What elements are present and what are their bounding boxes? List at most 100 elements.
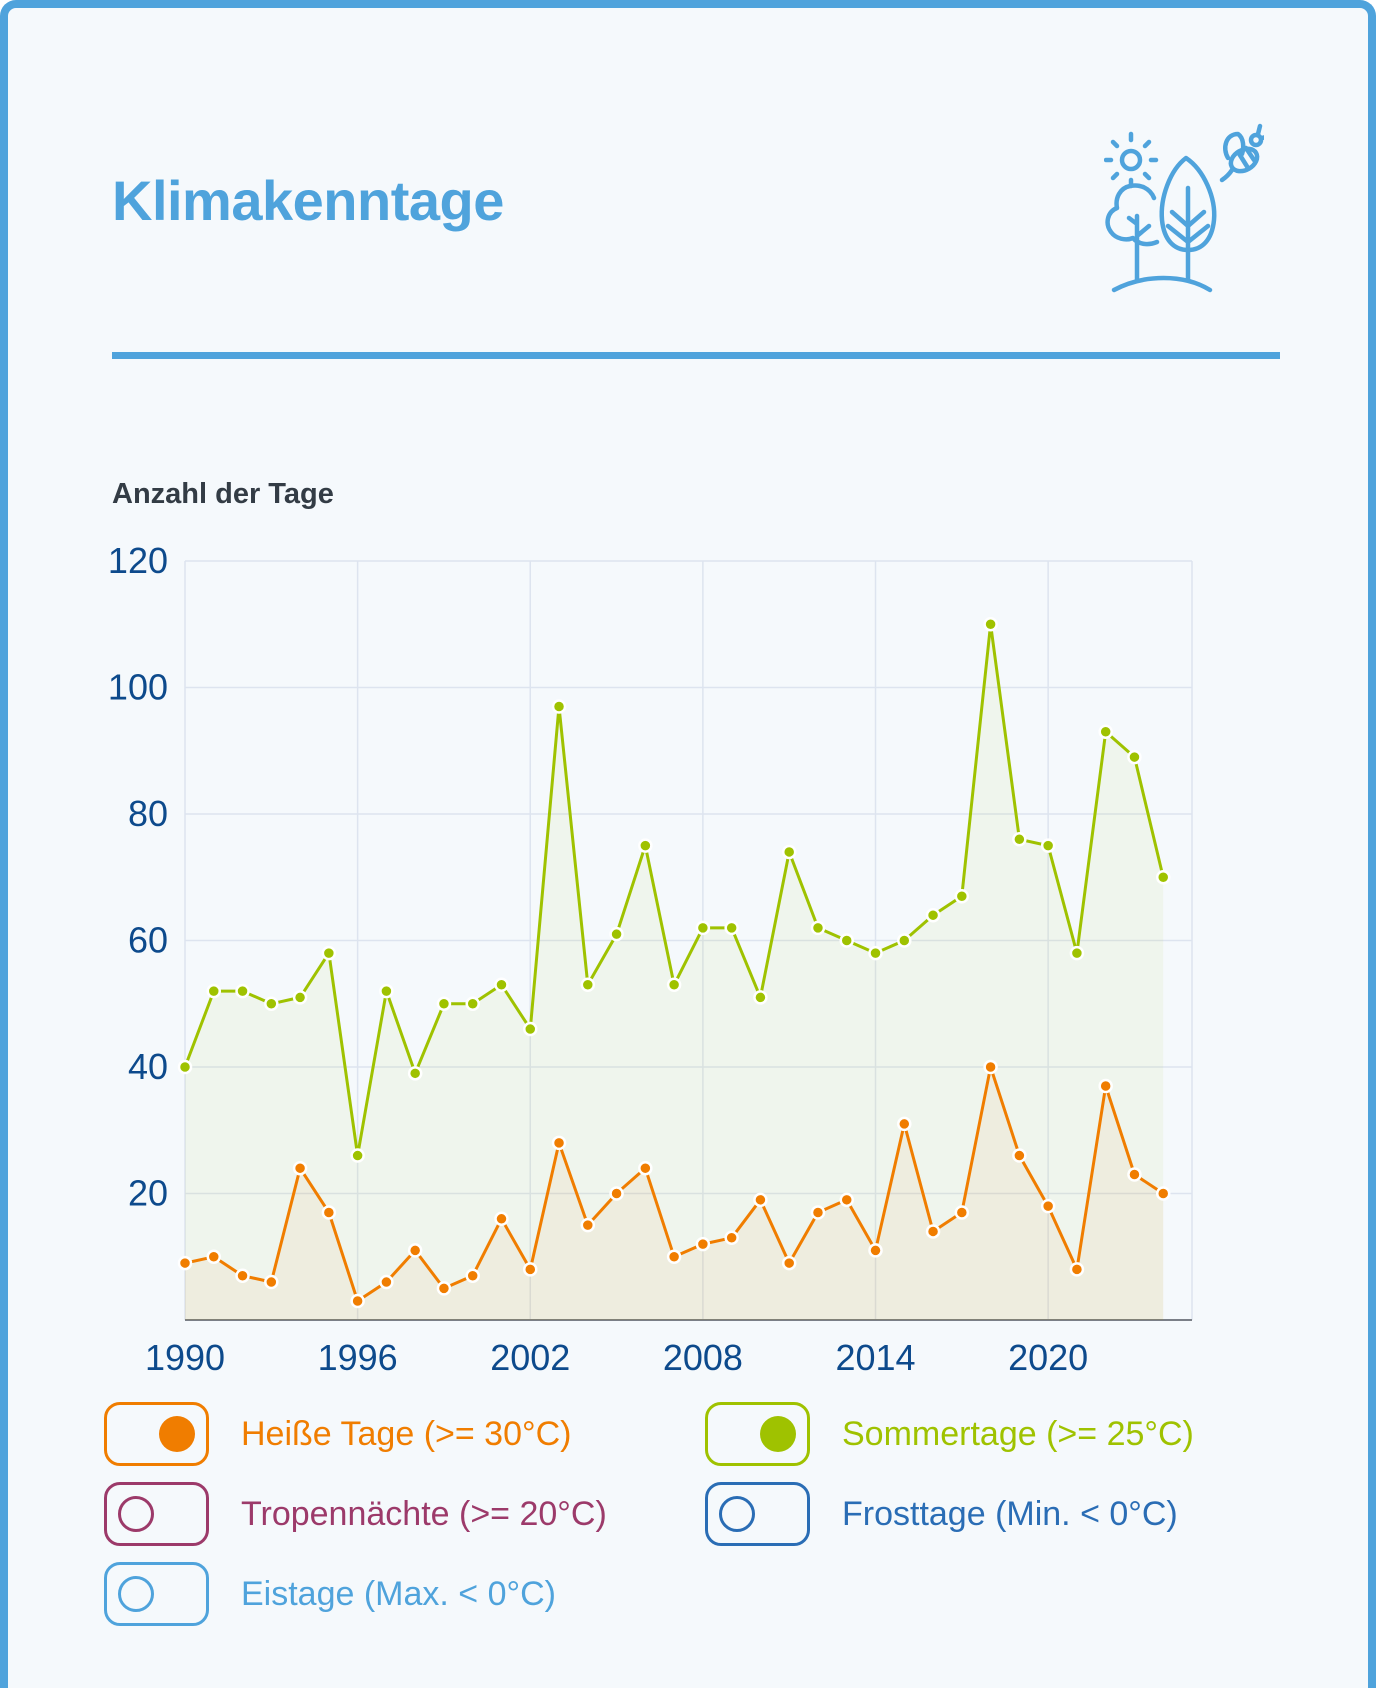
data-point[interactable]: [695, 920, 711, 936]
data-point[interactable]: [1127, 749, 1142, 765]
data-point[interactable]: [235, 983, 250, 999]
series-area: [185, 624, 1164, 1320]
legend-toggle-1[interactable]: Sommertage (>= 25°C): [705, 1402, 1194, 1466]
data-point[interactable]: [350, 1148, 365, 1163]
data-point[interactable]: [1098, 1078, 1113, 1094]
data-point[interactable]: [551, 699, 567, 714]
y-axis-title: Anzahl der Tage: [112, 478, 334, 510]
data-point[interactable]: [321, 1205, 337, 1220]
data-point[interactable]: [695, 1236, 711, 1252]
data-point[interactable]: [292, 990, 308, 1005]
data-point[interactable]: [177, 1255, 193, 1271]
data-point[interactable]: [868, 1243, 883, 1258]
data-point[interactable]: [350, 1293, 365, 1309]
data-point[interactable]: [379, 983, 394, 999]
data-point[interactable]: [1069, 1262, 1085, 1277]
toggle-knob: [159, 1416, 195, 1452]
data-point[interactable]: [983, 1059, 998, 1075]
legend-toggle-0[interactable]: Heiße Tage (>= 30°C): [104, 1402, 571, 1466]
toggle-switch[interactable]: [104, 1562, 209, 1626]
data-point[interactable]: [868, 945, 883, 961]
data-point[interactable]: [551, 1135, 567, 1151]
data-point[interactable]: [1155, 1186, 1171, 1201]
data-point[interactable]: [292, 1160, 308, 1176]
data-point[interactable]: [638, 838, 653, 853]
data-point[interactable]: [609, 1186, 624, 1201]
data-point[interactable]: [954, 888, 970, 904]
data-point[interactable]: [1127, 1167, 1142, 1182]
data-point[interactable]: [781, 844, 797, 860]
y-tick-labels: 20 40 60 80 100 120: [108, 540, 168, 1214]
data-point[interactable]: [724, 1230, 739, 1246]
data-point[interactable]: [436, 1281, 452, 1296]
data-point[interactable]: [1098, 724, 1113, 740]
data-point[interactable]: [1069, 945, 1085, 961]
toggle-knob: [118, 1496, 154, 1532]
x-tick-labels: 1990 1996 2002 2008 2014 2020: [145, 1337, 1088, 1378]
data-point[interactable]: [580, 977, 596, 993]
x-tick-label: 2014: [835, 1337, 915, 1378]
data-point[interactable]: [666, 1249, 682, 1264]
data-point[interactable]: [206, 983, 222, 999]
data-point[interactable]: [436, 996, 452, 1011]
data-point[interactable]: [839, 933, 854, 948]
data-point[interactable]: [235, 1268, 250, 1283]
data-point[interactable]: [1040, 838, 1056, 853]
data-point[interactable]: [494, 977, 509, 993]
legend-label: Eistage (Max. < 0°C): [241, 1574, 556, 1613]
data-point[interactable]: [753, 990, 768, 1005]
y-tick-label: 120: [108, 540, 168, 581]
toggle-knob: [760, 1416, 796, 1452]
series-points: [177, 617, 1171, 1309]
y-tick-label: 100: [108, 667, 168, 708]
data-point[interactable]: [810, 1205, 826, 1220]
toggle-switch[interactable]: [705, 1482, 810, 1546]
data-point[interactable]: [724, 920, 739, 936]
legend-toggle-4[interactable]: Eistage (Max. < 0°C): [104, 1562, 556, 1626]
toggle-switch[interactable]: [104, 1402, 209, 1466]
data-point[interactable]: [810, 920, 826, 936]
data-point[interactable]: [638, 1160, 653, 1176]
data-point[interactable]: [925, 1224, 941, 1239]
data-point[interactable]: [983, 617, 998, 632]
x-tick-label: 2002: [490, 1337, 570, 1378]
legend-toggle-2[interactable]: Tropennächte (>= 20°C): [104, 1482, 607, 1546]
data-point[interactable]: [321, 945, 337, 961]
data-point[interactable]: [753, 1192, 768, 1208]
toggle-switch[interactable]: [104, 1482, 209, 1546]
data-point[interactable]: [1012, 1148, 1027, 1163]
y-tick-label: 20: [128, 1173, 168, 1214]
data-point[interactable]: [379, 1274, 394, 1290]
data-point[interactable]: [206, 1249, 222, 1264]
data-point[interactable]: [494, 1211, 509, 1227]
data-point[interactable]: [609, 926, 624, 942]
data-point[interactable]: [407, 1243, 423, 1258]
legend-label: Tropennächte (>= 20°C): [241, 1494, 607, 1533]
data-point[interactable]: [897, 933, 912, 948]
data-point[interactable]: [523, 1021, 538, 1037]
data-point[interactable]: [666, 977, 682, 993]
data-point[interactable]: [1012, 832, 1027, 847]
data-point[interactable]: [407, 1066, 423, 1081]
series-area: [185, 1067, 1164, 1320]
data-point[interactable]: [264, 1274, 279, 1290]
data-point[interactable]: [925, 907, 941, 923]
data-point[interactable]: [1155, 870, 1171, 885]
data-point[interactable]: [954, 1205, 970, 1220]
data-point[interactable]: [264, 996, 279, 1011]
data-point[interactable]: [465, 996, 480, 1011]
data-point[interactable]: [781, 1255, 797, 1271]
data-point[interactable]: [1040, 1198, 1056, 1214]
data-point[interactable]: [580, 1217, 596, 1233]
data-point[interactable]: [523, 1262, 538, 1277]
data-point[interactable]: [897, 1116, 912, 1132]
nature-trees-sun-bee-icon: [1104, 123, 1264, 293]
data-point[interactable]: [177, 1059, 193, 1075]
grid: [184, 560, 1193, 1321]
legend-toggle-3[interactable]: Frosttage (Min. < 0°C): [705, 1482, 1178, 1546]
data-point[interactable]: [465, 1268, 480, 1283]
data-point[interactable]: [839, 1192, 854, 1208]
toggle-switch[interactable]: [705, 1402, 810, 1466]
toggle-knob: [719, 1496, 755, 1532]
